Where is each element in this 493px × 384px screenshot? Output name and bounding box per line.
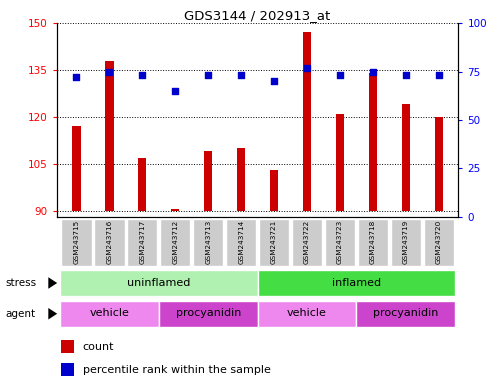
Text: GSM243715: GSM243715 (73, 220, 79, 265)
Bar (292, 219, 322, 266)
Text: GSM243712: GSM243712 (172, 220, 178, 265)
Bar (106, 61, 113, 211)
Point (204, 72, 212, 78)
Point (435, 72, 443, 78)
Bar (237, 148, 245, 211)
Text: procyanidin: procyanidin (373, 308, 438, 318)
Text: GSM243717: GSM243717 (140, 220, 145, 265)
Bar (159, 301, 257, 327)
Point (402, 72, 410, 78)
Bar (390, 219, 421, 266)
Bar (402, 104, 410, 211)
Point (237, 72, 245, 78)
Text: GSM243723: GSM243723 (337, 220, 343, 265)
Bar (423, 219, 454, 266)
Point (171, 88, 179, 94)
Text: GSM243721: GSM243721 (271, 220, 277, 265)
Text: vehicle: vehicle (287, 308, 327, 318)
Point (369, 68, 377, 74)
Bar (61, 362, 74, 376)
Text: GSM243718: GSM243718 (370, 220, 376, 265)
Bar (259, 219, 289, 266)
Point (72, 74, 80, 80)
Text: GSM243713: GSM243713 (205, 220, 211, 265)
Text: GSM243719: GSM243719 (403, 220, 409, 265)
Bar (160, 219, 190, 266)
Text: procyanidin: procyanidin (176, 308, 241, 318)
Text: uninflamed: uninflamed (127, 278, 190, 288)
Text: inflamed: inflamed (332, 278, 381, 288)
Text: count: count (83, 341, 114, 351)
Bar (325, 219, 355, 266)
Bar (127, 219, 157, 266)
Bar (193, 219, 223, 266)
Bar (356, 301, 455, 327)
Point (270, 78, 278, 84)
Bar (61, 219, 92, 266)
Text: GSM243720: GSM243720 (436, 220, 442, 265)
Point (106, 68, 113, 74)
Bar (61, 339, 74, 353)
Text: GSM243722: GSM243722 (304, 220, 310, 265)
Bar (303, 32, 311, 211)
Bar (226, 219, 256, 266)
Text: vehicle: vehicle (89, 308, 129, 318)
Bar (138, 157, 146, 211)
Bar (336, 114, 344, 211)
Bar (204, 151, 212, 211)
Text: agent: agent (5, 309, 35, 319)
Bar (257, 301, 356, 327)
Point (139, 72, 146, 78)
Bar (171, 209, 179, 211)
Point (336, 72, 344, 78)
Text: stress: stress (5, 278, 36, 288)
Bar (60, 270, 258, 296)
Bar (257, 270, 455, 296)
Bar (72, 126, 80, 211)
Bar (60, 301, 159, 327)
Point (303, 65, 311, 71)
Bar (435, 117, 443, 211)
Text: percentile rank within the sample: percentile rank within the sample (83, 364, 271, 374)
Bar (358, 219, 388, 266)
Title: GDS3144 / 202913_at: GDS3144 / 202913_at (184, 9, 331, 22)
Bar (270, 170, 278, 211)
Text: GSM243716: GSM243716 (106, 220, 112, 265)
Bar (369, 73, 377, 211)
Text: GSM243714: GSM243714 (238, 220, 244, 265)
Bar (94, 219, 125, 266)
